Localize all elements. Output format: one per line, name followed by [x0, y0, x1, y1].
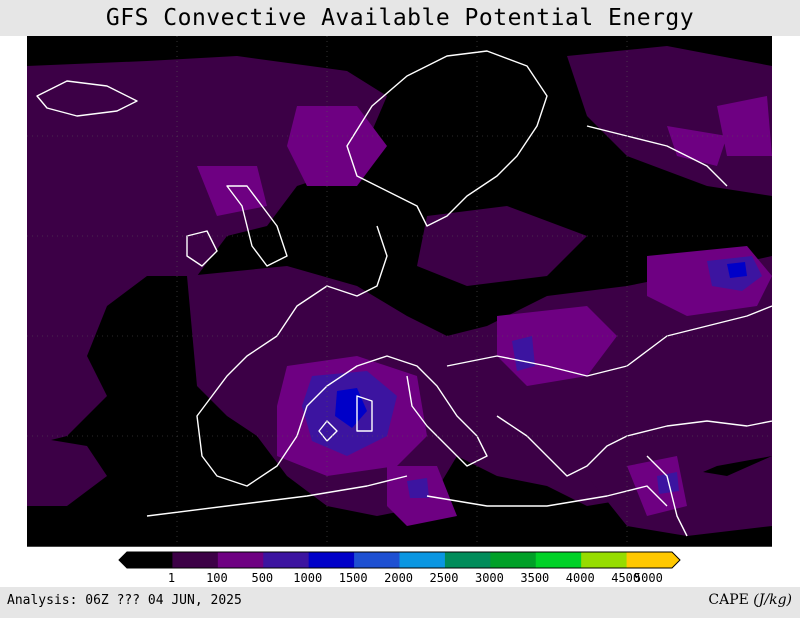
colorbar-canvas: 1 100 500 1000 1500 2000 2500 3000 3500 4000 45005… — [118, 551, 681, 585]
title-bar: GFS Convective Available Potential Energ… — [0, 0, 800, 36]
colorbar-swatch — [581, 552, 628, 568]
colorbar-swatch — [127, 552, 173, 568]
colorbar-tick-label: 2500 — [430, 571, 459, 585]
colorbar-cap-left — [119, 552, 127, 568]
colorbar-tick-label: 3500 — [520, 571, 549, 585]
colorbar-outline — [118, 551, 681, 569]
colorbar-swatch — [399, 552, 446, 568]
colorbar-cap-right — [672, 552, 680, 568]
colorbar-swatch — [263, 552, 310, 568]
colorbar-swatch — [308, 552, 355, 568]
map-canvas — [27, 36, 772, 546]
colorbar-swatch — [217, 552, 264, 568]
units-value: (J/kg) — [753, 592, 792, 608]
analysis-time: Analysis: 06Z ??? 04 JUN, 2025 — [7, 593, 242, 608]
colorbar: 1 100 500 1000 1500 2000 2500 3000 3500 4000 4500 5… — [115, 551, 685, 585]
colorbar-tick-label: 500 — [251, 571, 273, 585]
graticule — [27, 36, 772, 546]
colorbar-swatch — [626, 552, 673, 568]
colorbar-tick-label: 3000 — [475, 571, 504, 585]
cape-map[interactable] — [27, 36, 772, 547]
colorbar-tick-label: 4000 — [566, 571, 595, 585]
cape-field-peak — [335, 262, 747, 428]
colorbar-swatch — [535, 552, 582, 568]
colorbar-tick-label: 2000 — [384, 571, 413, 585]
colorbar-swatch — [172, 552, 219, 568]
page-title: GFS Convective Available Potential Energ… — [105, 5, 695, 31]
colorbar-tick-label: 5000 — [634, 571, 663, 585]
colorbar-tick-label: 4500 — [611, 571, 640, 585]
footer: Analysis: 06Z ??? 04 JUN, 2025 CAPE (J/k… — [0, 587, 800, 618]
units-prefix: CAPE — [708, 592, 754, 608]
colorbar-swatch — [444, 552, 491, 568]
colorbar-tick-label: 100 — [206, 571, 228, 585]
units-label: CAPE (J/kg) — [708, 592, 792, 608]
colorbar-swatch — [490, 552, 537, 568]
colorbar-swatch — [354, 552, 400, 568]
colorbar-tick-label: 1500 — [339, 571, 368, 585]
colorbar-tick-label: 1000 — [293, 571, 322, 585]
colorbar-tick-label: 1 — [168, 571, 175, 585]
